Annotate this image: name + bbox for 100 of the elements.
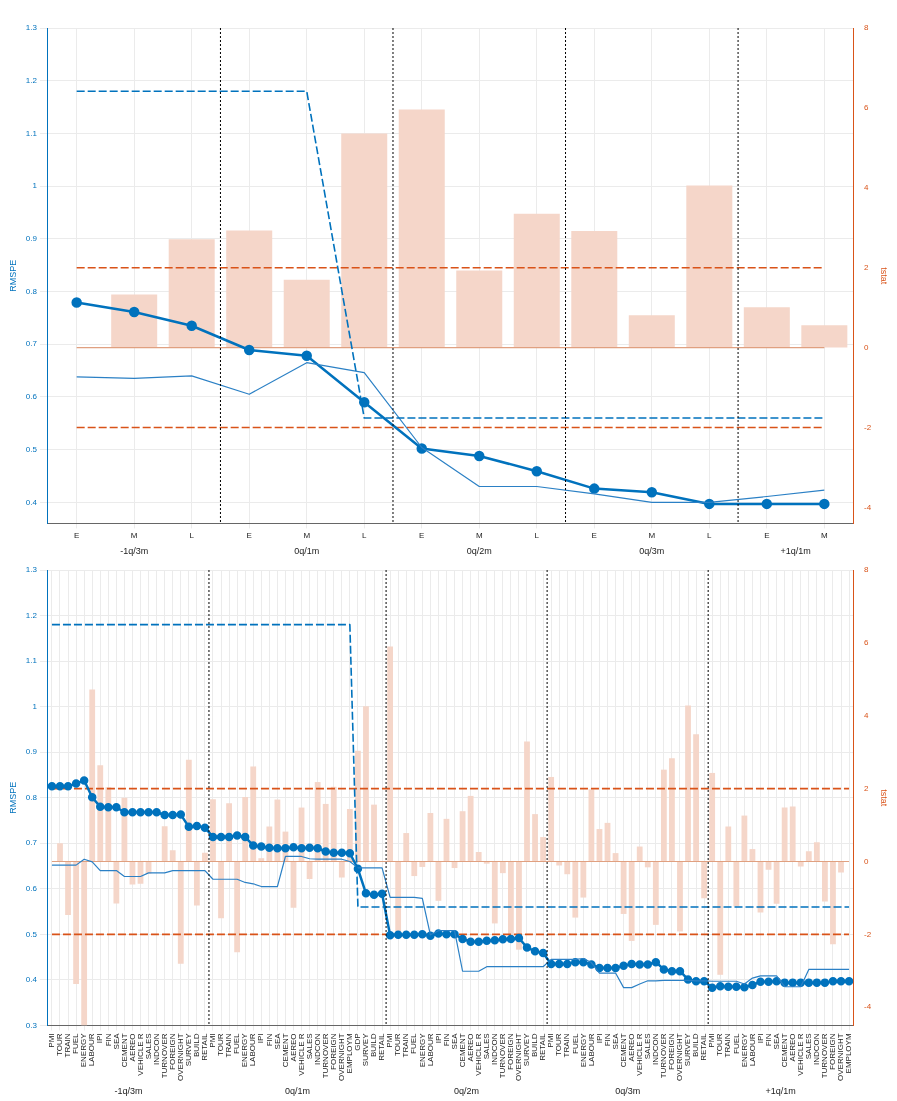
- x-tick-label: TURNOVER: [320, 1033, 330, 1079]
- bar: [475, 852, 482, 862]
- bar: [338, 861, 345, 878]
- bar: [363, 706, 369, 862]
- x-tick-label: RETAIL: [538, 1032, 548, 1061]
- x-tick-label: IPI: [755, 1033, 765, 1044]
- x-tick-label: PMI: [707, 1033, 717, 1048]
- bar: [686, 185, 733, 348]
- y-tick-label: 0.6: [25, 884, 38, 894]
- y2-tick-label: 8: [864, 23, 870, 33]
- bar: [234, 861, 241, 953]
- bar: [685, 705, 691, 862]
- x-tick-label: L: [189, 531, 195, 541]
- x-tick-label: FOREIGN: [328, 1033, 338, 1070]
- text: 0q/2m: [454, 1085, 480, 1096]
- x-tick-label: IPI: [433, 1033, 443, 1044]
- x-tick-label: FUEL: [232, 1032, 242, 1054]
- x-tick-label: AEREO: [465, 1033, 475, 1062]
- y-tick-label: 0.8: [25, 792, 38, 802]
- x-tick-label: LABOUR: [425, 1033, 435, 1067]
- bar: [371, 804, 377, 862]
- y2-tick-label: 4: [864, 710, 870, 720]
- y2-tick-label: -4: [864, 502, 872, 512]
- x-tick-label: M: [303, 531, 311, 541]
- point: [589, 483, 600, 494]
- x-tick-label: INDCON: [312, 1033, 322, 1065]
- y2-tick-label: 4: [864, 183, 870, 193]
- x-tick-label: FOREIGN: [828, 1033, 838, 1070]
- x-tick-label: SEA: [449, 1032, 459, 1050]
- point: [531, 465, 543, 477]
- bar: [403, 833, 410, 862]
- x-tick-label: VEHICLE R: [296, 1033, 306, 1076]
- y-tick-label: 1.2: [25, 75, 38, 85]
- text: 0q/3m: [615, 1085, 641, 1096]
- x-tick-label: INDCON: [812, 1033, 822, 1065]
- point: [71, 297, 82, 308]
- x-tick-label: FOREIGN: [506, 1033, 516, 1070]
- x-tick-label: INDCON: [151, 1033, 161, 1065]
- x-tick-label: RETAIL: [699, 1032, 709, 1061]
- x-tick-label: AEREO: [127, 1033, 137, 1062]
- y-tick-label: 1.3: [25, 565, 38, 575]
- bar: [499, 861, 506, 874]
- y-axis-title: RMSPE: [7, 781, 18, 814]
- bar: [652, 861, 659, 925]
- x-tick-label: OVERNIGHT: [337, 1033, 347, 1081]
- x-tick-label: CEMENT: [618, 1033, 628, 1068]
- x-tick-label: SURVEY: [683, 1032, 693, 1067]
- bar: [168, 239, 215, 348]
- x-tick-label: RETAIL: [200, 1032, 210, 1061]
- bar: [743, 307, 790, 348]
- bar: [564, 861, 571, 875]
- x-tick-label: TURNOVER: [820, 1033, 830, 1079]
- y2-tick-label: 6: [864, 103, 870, 113]
- y2-tick-label: 8: [864, 565, 870, 575]
- x-tick-label: IPI: [95, 1033, 105, 1044]
- x-tick-label: LABOUR: [87, 1033, 97, 1067]
- x-tick-label: AEREO: [626, 1033, 636, 1062]
- bar: [813, 842, 820, 862]
- x-tick-label: EMPLOYM: [345, 1033, 355, 1074]
- y2-tick-label: 0: [864, 342, 870, 352]
- x-tick-label: PMI: [546, 1033, 556, 1048]
- point: [646, 487, 658, 498]
- x-tick-label: ENERGY: [739, 1032, 749, 1068]
- x-tick-label: SEA: [771, 1032, 781, 1050]
- x-tick-label: TURNOVER: [659, 1033, 669, 1079]
- y-tick-label: 1: [32, 181, 38, 191]
- x-tick-label: TOUR: [393, 1033, 403, 1056]
- bar: [283, 279, 330, 348]
- x-tick-label: FIN: [602, 1033, 612, 1047]
- x-tick-label: E: [246, 531, 252, 541]
- x-tick-label: SALES: [804, 1033, 814, 1060]
- y-tick-label: 1: [32, 701, 38, 711]
- x-tick-label: INDCON: [651, 1033, 661, 1065]
- x-tick-label: TURNOVER: [159, 1033, 169, 1079]
- bar: [789, 806, 796, 862]
- bar: [161, 826, 168, 862]
- bar: [540, 837, 546, 862]
- x-tick-label: OVERNIGHT: [514, 1033, 524, 1081]
- bar: [822, 861, 828, 902]
- x-tick-label: PMI: [208, 1033, 218, 1048]
- bar: [524, 741, 530, 862]
- bar: [781, 807, 788, 862]
- bar: [177, 861, 184, 964]
- x-tick-label: PMI: [385, 1033, 395, 1048]
- y2-tick-label: 0: [864, 856, 870, 866]
- point: [186, 320, 197, 332]
- x-tick-label: TOUR: [715, 1033, 725, 1056]
- x-tick-label: E: [74, 531, 80, 541]
- x-tick-label: SURVEY: [522, 1032, 532, 1067]
- x-tick-label: ENERGY: [240, 1032, 250, 1068]
- x-tick-label: OVERNIGHT: [675, 1033, 685, 1081]
- x-tick-label: E: [591, 531, 597, 541]
- x-tick-label: AEREO: [787, 1033, 797, 1062]
- x-tick-label: FUEL: [409, 1032, 419, 1054]
- x-tick-label: RETAIL: [377, 1032, 387, 1061]
- y-tick-label: 0.4: [25, 497, 38, 507]
- bar: [65, 861, 71, 916]
- bar: [169, 850, 176, 862]
- text: -1q/3m: [120, 545, 149, 556]
- point: [819, 498, 830, 510]
